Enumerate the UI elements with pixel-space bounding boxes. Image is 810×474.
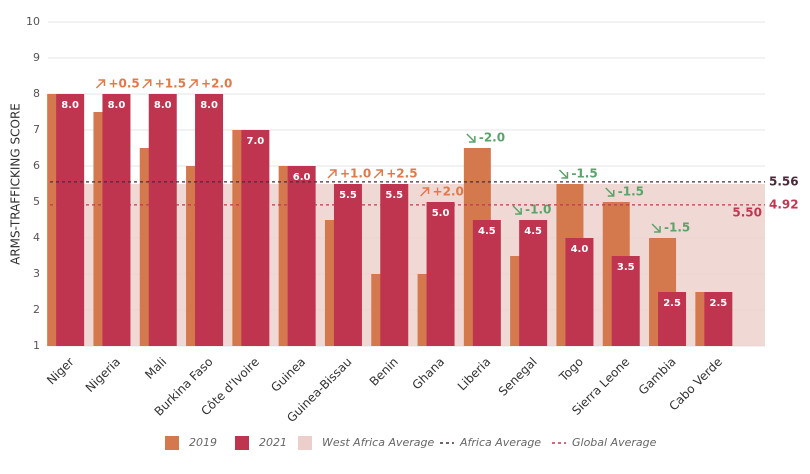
y-axis-label: ARMS-TRAFFICKING SCORE [9,103,23,265]
change-annotation: -1.5 [605,185,644,199]
x-tick-label: Benin [367,355,401,389]
change-annotation: -1.0 [512,203,551,217]
value-label: 5.5 [385,190,403,201]
value-label: 4.5 [524,226,542,237]
change-arrow [466,133,476,143]
bar [380,184,409,346]
bar [611,256,640,346]
legend-swatch [235,436,249,450]
value-label: 7.0 [246,136,264,147]
y-tick-label: 3 [33,267,40,280]
change-arrow [558,169,569,179]
y-tick-label: 10 [26,15,40,28]
change-arrow [95,79,106,89]
legend-label: West Africa Average [322,436,434,449]
change-annotation: +2.5 [373,167,418,181]
x-tick-label: Liberia [455,355,494,394]
legend-swatch [298,436,312,450]
bar [704,292,733,346]
change-label: -1.0 [525,203,551,217]
value-label: 3.5 [617,262,635,273]
value-label: 8.0 [61,100,79,111]
value-label: 6.0 [293,172,311,183]
change-annotation: +0.5 [95,77,140,91]
value-label: 2.5 [663,298,681,309]
change-annotation: +1.5 [142,77,186,91]
y-tick-label: 5 [33,195,40,208]
change-label: -1.5 [618,185,644,199]
change-label: +2.0 [433,185,464,199]
bar [565,238,594,346]
legend-label: Africa Average [459,436,541,449]
change-annotation: -1.5 [651,221,690,235]
y-tick-label: 1 [33,339,40,352]
reference-label: 4.92 [769,197,799,211]
change-annotation: +2.0 [188,77,232,91]
change-label: +2.5 [386,167,417,181]
value-label: 5.0 [432,208,450,219]
change-label: -1.5 [571,167,597,181]
x-tick-label: Ghana [410,355,448,393]
change-annotation: -2.0 [466,131,505,145]
value-label: 8.0 [154,100,172,111]
bar [148,94,177,346]
reference-label: 5.56 [769,174,799,188]
change-label: +1.0 [340,167,371,181]
bar [426,202,455,346]
y-tick-label: 2 [33,303,40,316]
change-annotation: +1.0 [327,167,371,181]
bar [287,166,316,346]
change-annotation: +2.0 [420,185,464,199]
bar [658,292,687,346]
x-tick-label: Nigeria [83,355,123,395]
bar [102,94,131,346]
x-tick-label: Togo [556,355,586,385]
y-tick-label: 7 [33,123,40,136]
change-arrow [605,187,615,197]
change-label: -1.5 [664,221,690,235]
change-arrow [142,79,152,89]
bar [56,94,85,346]
legend-label: 2021 [259,436,287,449]
y-tick-label: 9 [33,51,40,64]
bar [472,220,501,346]
value-label: 4.5 [478,226,496,237]
change-arrow [327,169,337,179]
change-annotation: -1.5 [558,167,598,181]
change-label: +1.5 [155,77,186,91]
bar [519,220,548,346]
x-tick-label: Gambia [636,355,679,398]
change-arrow [373,169,383,179]
y-tick-label: 8 [33,87,40,100]
y-tick-label: 4 [33,231,40,244]
legend-swatch [165,436,179,450]
x-tick-label: Niger [44,355,77,388]
x-tick-label: Senegal [496,355,540,399]
bar [333,184,362,346]
x-tick-label: Mali [142,355,169,382]
legend-label: Global Average [572,436,657,449]
change-arrow [188,79,198,89]
change-label: -2.0 [479,131,505,145]
change-arrow [420,187,430,197]
change-arrow [651,223,661,233]
value-label: 2.5 [709,298,727,309]
legend-label: 2019 [189,436,217,449]
bar [195,94,224,346]
change-label: +2.0 [201,77,232,91]
change-arrow [512,205,522,215]
y-tick-label: 6 [33,159,40,172]
value-label: 8.0 [200,100,218,111]
bar [241,130,270,346]
change-label: +0.5 [108,77,139,91]
x-tick-label: Guinea [268,355,308,395]
reference-label: 5.50 [732,206,762,220]
value-label: 5.5 [339,190,357,201]
value-label: 8.0 [108,100,126,111]
value-label: 4.0 [571,244,589,255]
